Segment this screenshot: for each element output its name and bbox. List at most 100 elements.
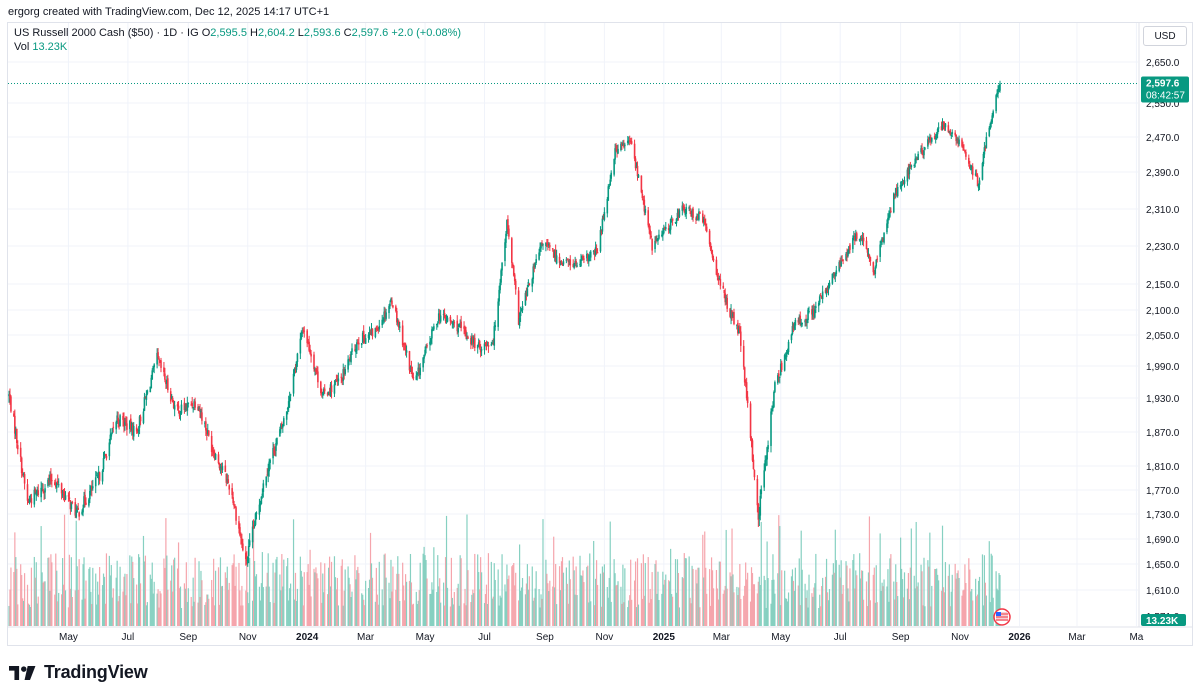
candle-body: [956, 139, 958, 141]
candle-body: [644, 208, 647, 213]
volume-bar: [458, 605, 460, 626]
volume-bar: [874, 602, 876, 626]
candle-body: [642, 199, 645, 201]
chart-frame[interactable]: [7, 22, 1193, 646]
candle-body: [472, 336, 474, 344]
volume-bar: [117, 601, 119, 626]
volume-bar: [252, 525, 255, 626]
candle-body: [942, 122, 945, 125]
volume-bar: [846, 565, 848, 626]
volume-bar: [130, 603, 132, 626]
volume-bar: [662, 571, 664, 626]
candle-body: [629, 140, 632, 143]
candle-body: [981, 163, 984, 180]
candle-body: [655, 239, 657, 242]
volume-bar: [185, 562, 187, 626]
volume-bar: [553, 536, 555, 626]
candle-body: [586, 253, 588, 259]
volume-bar: [657, 571, 659, 626]
candle-body: [389, 303, 391, 307]
candle-body: [508, 228, 510, 237]
volume-bar: [772, 554, 774, 626]
candle-body: [623, 144, 625, 147]
volume-bar: [91, 604, 93, 626]
brand-logo[interactable]: TradingView: [8, 662, 148, 683]
volume-bar: [732, 574, 734, 626]
volume-bar: [995, 571, 997, 626]
volume-bar: [41, 572, 43, 626]
volume-label[interactable]: Vol: [14, 41, 30, 53]
volume-bar: [633, 580, 636, 626]
flag-icon[interactable]: [993, 608, 1011, 626]
candlesticks[interactable]: [8, 80, 1001, 567]
volume-bar: [531, 566, 533, 626]
volume-bar: [405, 581, 408, 626]
price-chart[interactable]: 2,650.02,550.02,470.02,390.02,310.02,230…: [0, 0, 1200, 660]
candle-body: [71, 502, 74, 504]
volume-bar: [105, 553, 108, 626]
candle-body: [872, 262, 875, 273]
candle-body: [170, 395, 173, 400]
price-tick-label: 1,770.0: [1146, 486, 1180, 497]
candle-body: [204, 422, 206, 424]
volume-bar: [177, 542, 180, 626]
candle-body: [615, 146, 617, 148]
candle-body: [799, 315, 802, 325]
volume-bar: [697, 567, 699, 626]
candle-body: [869, 257, 872, 262]
time-axis[interactable]: May Jul Sep Nov 2024 Mar May Jul Sep Nov 2025 Mar Ma…: [59, 632, 1144, 643]
volume-bar: [916, 586, 918, 626]
candle-body: [954, 132, 956, 135]
symbol-title[interactable]: US Russell 2000 Cash ($50) · 1D · IG: [14, 27, 199, 39]
volume-bar: [136, 584, 138, 626]
volume-bar: [354, 555, 356, 626]
candle-body: [146, 390, 149, 394]
candle-body: [794, 319, 797, 326]
candle-body: [542, 244, 544, 246]
candle-body: [937, 127, 940, 129]
volume-bar: [750, 567, 753, 626]
candle-body: [893, 193, 896, 195]
volume-bar: [90, 591, 92, 626]
candle-body: [723, 289, 726, 293]
volume-bar: [498, 605, 500, 626]
volume-bar: [133, 578, 135, 626]
volume-bar: [947, 575, 949, 626]
candle-body: [171, 398, 174, 403]
candle-body: [649, 229, 651, 235]
candle-body: [698, 211, 700, 220]
volume-bar: [779, 526, 781, 626]
volume-bar: [621, 603, 623, 626]
volume-bar: [123, 576, 125, 626]
candle-body: [613, 159, 615, 175]
candle-body: [560, 260, 563, 264]
candle-body: [206, 430, 209, 434]
volume-bar: [647, 557, 649, 626]
last-price-value: 2,597.6: [1146, 78, 1180, 89]
currency-selector[interactable]: USD: [1143, 26, 1187, 46]
volume-bar: [603, 564, 605, 626]
volume-bar: [224, 572, 226, 626]
price-axis[interactable]: 2,650.02,550.02,470.02,390.02,310.02,230…: [1146, 58, 1180, 623]
volume-bar: [98, 594, 100, 626]
volume-bar: [176, 568, 179, 626]
candle-body: [167, 378, 169, 391]
candle-body: [968, 165, 971, 169]
volume-bar: [62, 584, 65, 626]
volume-bar: [627, 607, 629, 626]
volume-bar: [412, 603, 414, 626]
volume-bar: [655, 560, 657, 626]
candle-body: [499, 282, 501, 291]
volume-bar: [17, 604, 19, 626]
candle-body: [650, 235, 652, 238]
volume-bar: [569, 579, 571, 626]
volume-bar: [139, 583, 142, 626]
candle-body: [341, 378, 344, 382]
volume-bar: [970, 591, 972, 626]
volume-bar: [163, 558, 165, 626]
volume-bar: [226, 566, 228, 626]
volume-bar: [831, 574, 833, 626]
volume-bar: [920, 564, 922, 626]
candle-body: [22, 473, 25, 475]
volume-bar: [402, 562, 404, 626]
